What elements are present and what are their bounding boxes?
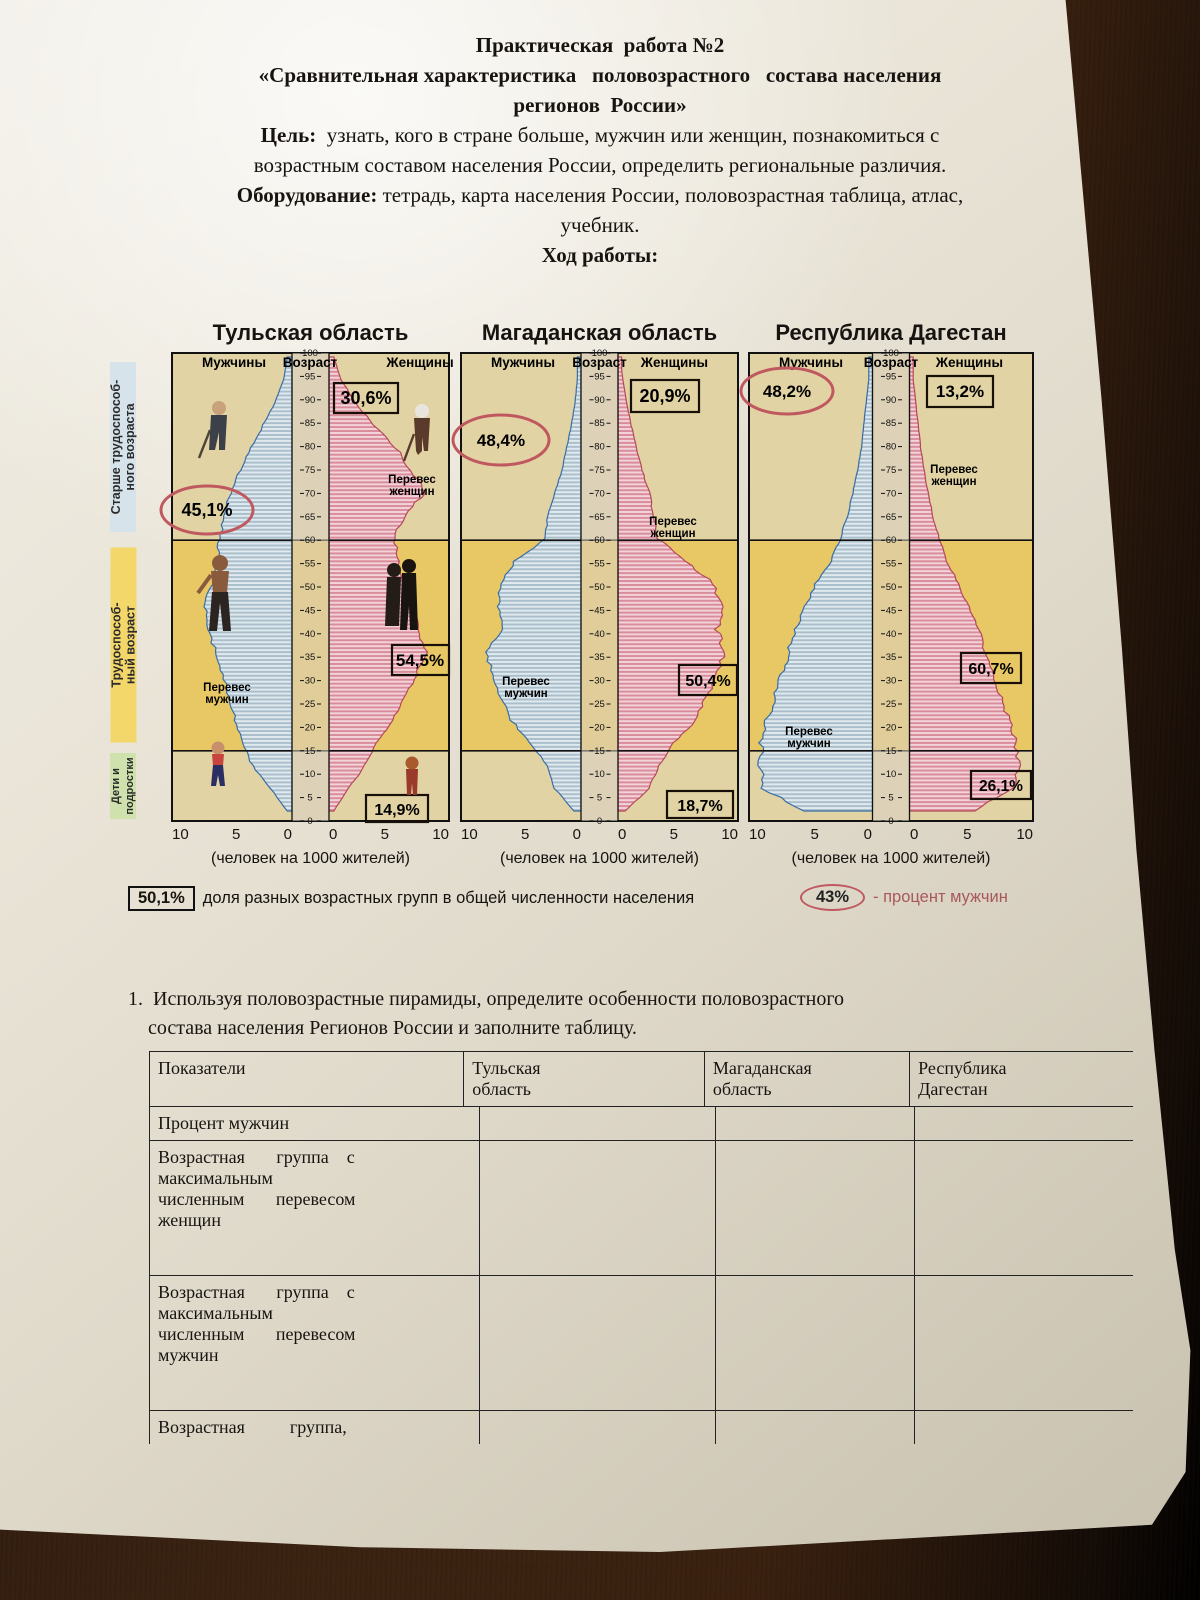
svg-text:мужчин: мужчин	[787, 738, 831, 750]
svg-text:50: 50	[594, 582, 605, 593]
svg-text:Возраст: Возраст	[283, 355, 338, 370]
svg-text:70: 70	[305, 488, 316, 499]
svg-text:95: 95	[594, 371, 605, 382]
svg-text:5: 5	[307, 793, 312, 804]
svg-text:50: 50	[886, 582, 897, 593]
svg-text:65: 65	[305, 512, 316, 523]
svg-text:45: 45	[594, 605, 605, 616]
svg-text:Перевес: Перевес	[930, 464, 978, 476]
svg-text:13,2%: 13,2%	[936, 382, 984, 401]
svg-text:50,4%: 50,4%	[685, 673, 730, 690]
svg-text:25: 25	[886, 699, 897, 710]
svg-text:Женщины: Женщины	[385, 355, 453, 370]
svg-text:женщин: женщин	[649, 528, 695, 540]
svg-text:70: 70	[886, 488, 897, 499]
svg-text:40: 40	[886, 629, 897, 640]
svg-text:Мужчины: Мужчины	[491, 355, 555, 370]
svg-text:15: 15	[886, 746, 897, 757]
svg-text:45: 45	[305, 605, 316, 616]
svg-text:20: 20	[886, 722, 897, 733]
svg-text:Перевес: Перевес	[785, 726, 833, 738]
svg-text:мужчин: мужчин	[504, 688, 548, 700]
svg-text:90: 90	[594, 395, 605, 406]
svg-text:40: 40	[594, 629, 605, 640]
svg-text:60: 60	[594, 535, 605, 546]
svg-text:15: 15	[594, 746, 605, 757]
svg-text:5: 5	[597, 793, 602, 804]
svg-text:Перевес: Перевес	[649, 516, 697, 528]
svg-text:50: 50	[305, 582, 316, 593]
svg-text:мужчин: мужчин	[205, 694, 249, 706]
svg-text:18,7%: 18,7%	[677, 798, 722, 815]
svg-text:80: 80	[886, 442, 897, 453]
svg-text:85: 85	[594, 418, 605, 429]
svg-text:75: 75	[305, 465, 316, 476]
svg-text:женщин: женщин	[388, 486, 434, 498]
svg-text:35: 35	[886, 652, 897, 663]
svg-text:5: 5	[888, 793, 893, 804]
svg-text:Женщины: Женщины	[935, 355, 1003, 370]
svg-text:Возраст: Возраст	[864, 355, 919, 370]
svg-text:60,7%: 60,7%	[968, 661, 1013, 678]
svg-text:Мужчины: Мужчины	[202, 355, 266, 370]
svg-text:65: 65	[594, 512, 605, 523]
svg-text:75: 75	[886, 465, 897, 476]
svg-text:25: 25	[305, 699, 316, 710]
svg-text:75: 75	[594, 465, 605, 476]
svg-text:55: 55	[305, 559, 316, 570]
svg-text:35: 35	[594, 652, 605, 663]
svg-text:Женщины: Женщины	[640, 355, 708, 370]
svg-text:20: 20	[594, 722, 605, 733]
svg-text:0: 0	[307, 816, 312, 827]
svg-text:женщин: женщин	[930, 476, 976, 488]
svg-text:35: 35	[305, 652, 316, 663]
svg-text:55: 55	[886, 559, 897, 570]
svg-text:10: 10	[594, 769, 605, 780]
svg-text:40: 40	[305, 629, 316, 640]
svg-text:0: 0	[888, 816, 893, 827]
svg-text:10: 10	[305, 769, 316, 780]
svg-text:0: 0	[597, 816, 602, 827]
svg-text:30: 30	[594, 676, 605, 687]
svg-text:10: 10	[886, 769, 897, 780]
svg-text:60: 60	[886, 535, 897, 546]
svg-text:48,4%: 48,4%	[477, 431, 525, 450]
svg-text:90: 90	[305, 395, 316, 406]
svg-text:Перевес: Перевес	[502, 676, 550, 688]
svg-text:Перевес: Перевес	[388, 474, 436, 486]
svg-text:25: 25	[594, 699, 605, 710]
svg-text:26,1%: 26,1%	[979, 778, 1023, 795]
svg-text:60: 60	[305, 535, 316, 546]
svg-text:80: 80	[594, 442, 605, 453]
svg-text:48,2%: 48,2%	[763, 382, 811, 401]
svg-text:70: 70	[594, 488, 605, 499]
svg-text:15: 15	[305, 746, 316, 757]
svg-text:90: 90	[886, 395, 897, 406]
svg-text:95: 95	[305, 371, 316, 382]
svg-text:95: 95	[886, 371, 897, 382]
svg-text:14,9%: 14,9%	[374, 802, 419, 819]
svg-text:30: 30	[305, 676, 316, 687]
svg-text:65: 65	[886, 512, 897, 523]
svg-text:Перевес: Перевес	[203, 682, 251, 694]
svg-text:30,6%: 30,6%	[340, 388, 391, 408]
svg-text:85: 85	[886, 418, 897, 429]
svg-text:20: 20	[305, 722, 316, 733]
svg-text:80: 80	[305, 442, 316, 453]
svg-text:30: 30	[886, 676, 897, 687]
svg-text:85: 85	[305, 418, 316, 429]
svg-text:20,9%: 20,9%	[639, 386, 690, 406]
svg-text:45,1%: 45,1%	[181, 500, 232, 520]
svg-text:55: 55	[594, 559, 605, 570]
svg-text:Возраст: Возраст	[572, 355, 627, 370]
svg-text:54,5%: 54,5%	[396, 651, 444, 670]
svg-text:45: 45	[886, 605, 897, 616]
